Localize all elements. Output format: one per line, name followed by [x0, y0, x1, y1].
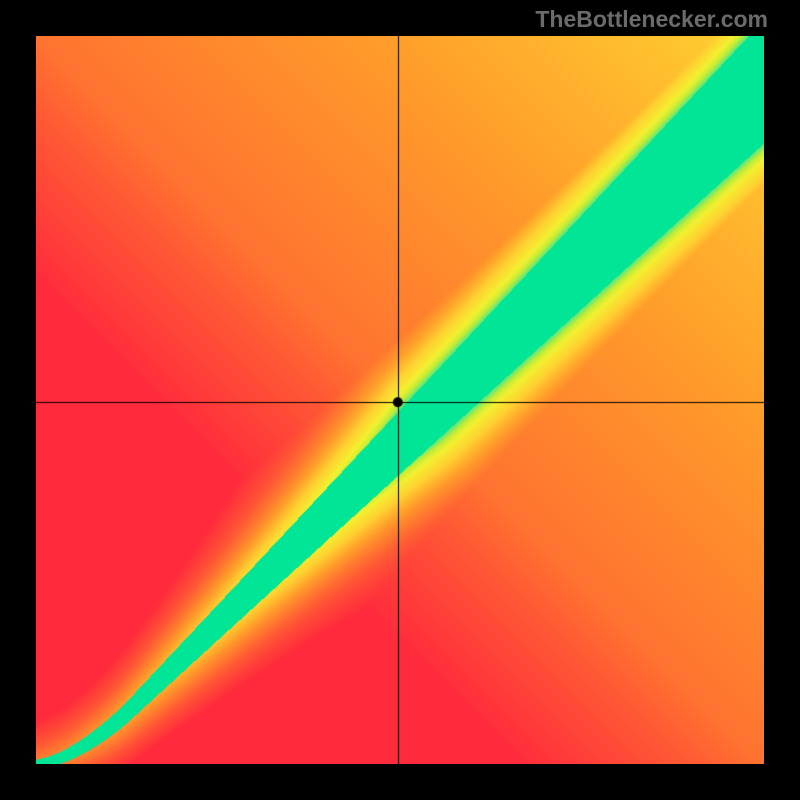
bottleneck-heatmap [36, 36, 764, 764]
chart-container: TheBottlenecker.com [0, 0, 800, 800]
watermark-text: TheBottlenecker.com [535, 6, 768, 33]
